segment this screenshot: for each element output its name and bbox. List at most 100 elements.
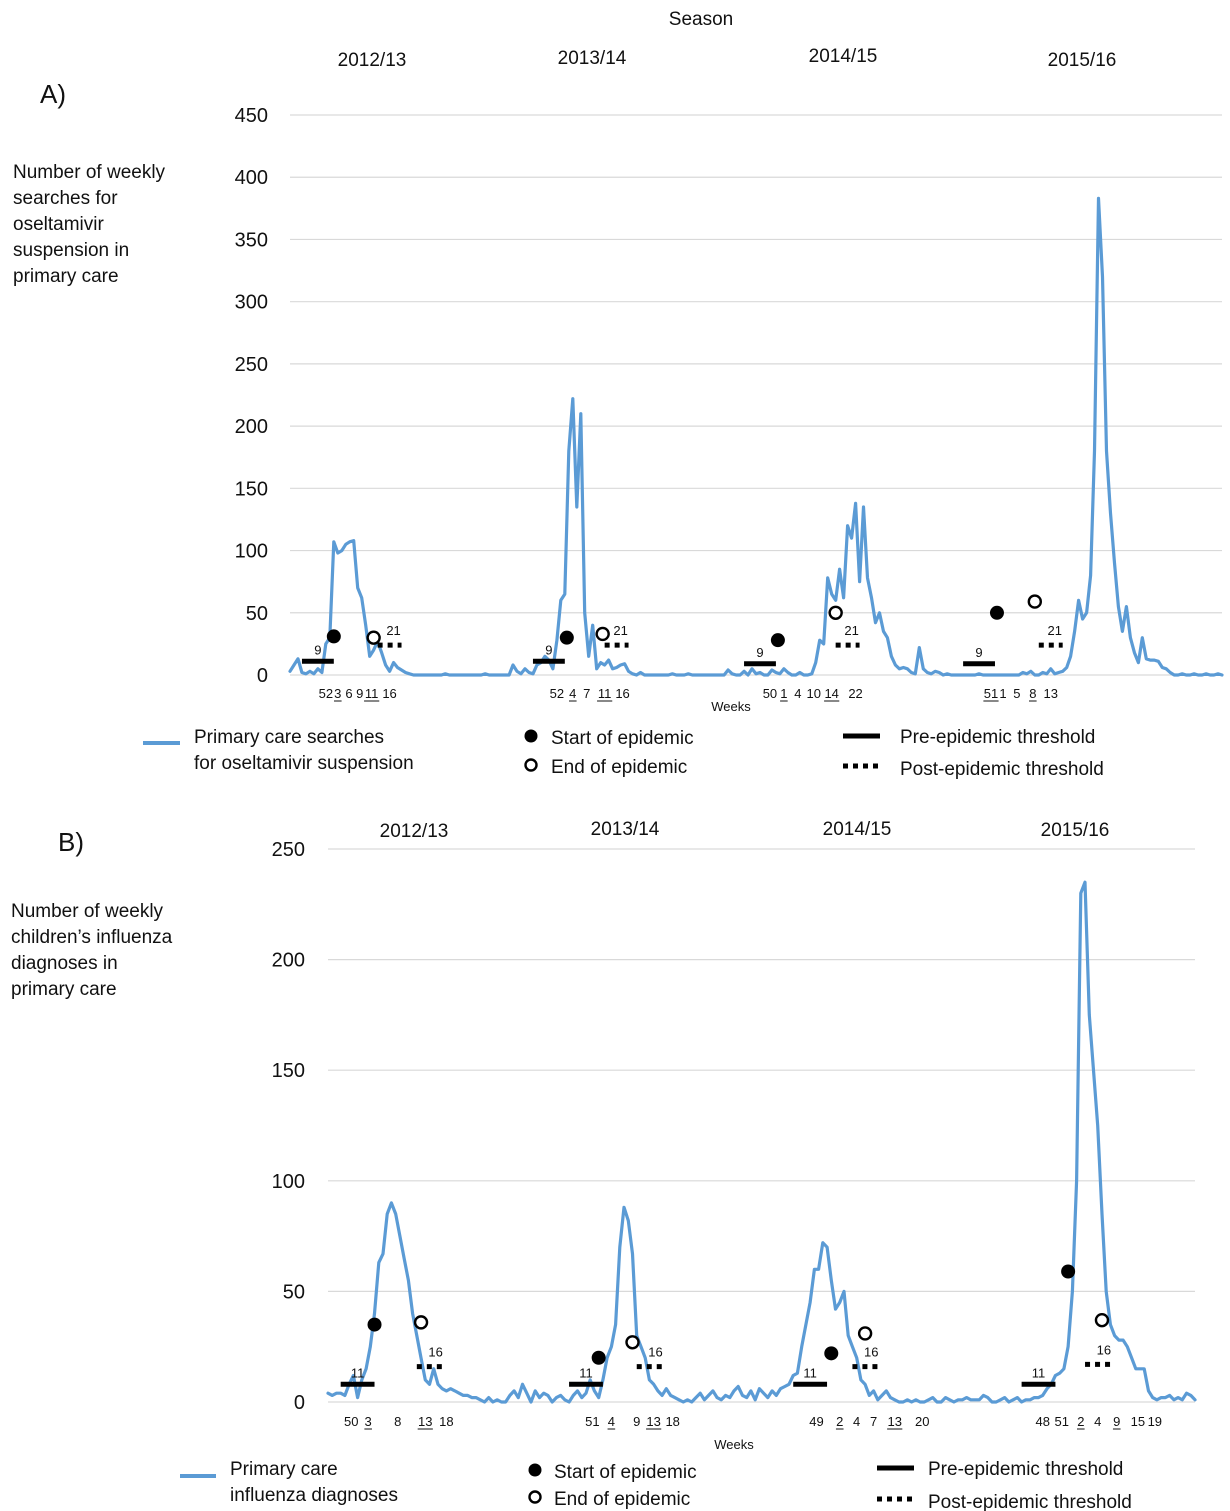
- week-label: 9: [356, 686, 363, 701]
- legend-end-label: End of epidemic: [554, 1489, 690, 1510]
- week-label: 51: [984, 686, 998, 701]
- week-label: 52: [550, 686, 564, 701]
- week-label: 13: [646, 1414, 660, 1429]
- week-label: 1: [780, 686, 787, 701]
- y-axis-label: searches for: [13, 188, 118, 209]
- season-label: 2012/13: [338, 50, 407, 71]
- week-label: 3: [334, 686, 341, 701]
- week-label: 6: [345, 686, 352, 701]
- threshold-label: 21: [386, 623, 400, 638]
- week-label: 15: [1131, 1414, 1145, 1429]
- y-axis-label: oseltamivir: [13, 214, 104, 235]
- week-label: 50: [763, 686, 777, 701]
- series-line: [288, 196, 1224, 677]
- start-of-epidemic-marker: [989, 605, 1004, 620]
- week-label: 22: [848, 686, 862, 701]
- threshold-label: 11: [579, 1365, 593, 1380]
- y-tick-label: 100: [235, 541, 268, 563]
- week-label: 51: [585, 1414, 599, 1429]
- legend-start-marker: [524, 729, 538, 743]
- week-label: 11: [598, 686, 612, 701]
- week-label: 52: [319, 686, 333, 701]
- week-label: 14: [824, 686, 838, 701]
- week-label: 4: [608, 1414, 615, 1429]
- y-tick-label: 50: [283, 1281, 305, 1303]
- threshold-label: 11: [1032, 1365, 1046, 1380]
- week-label: 9: [633, 1414, 640, 1429]
- season-label: 2013/14: [591, 819, 660, 840]
- panel-label: A): [40, 79, 66, 109]
- threshold-label: 21: [613, 623, 627, 638]
- y-tick-label: 150: [272, 1060, 305, 1082]
- week-label: 51: [1055, 1414, 1069, 1429]
- y-tick-label: 450: [235, 105, 268, 127]
- season-label: 2014/15: [823, 819, 892, 840]
- week-label: 9: [1113, 1414, 1120, 1429]
- start-of-epidemic-marker: [1061, 1264, 1076, 1279]
- threshold-label: 9: [975, 645, 982, 660]
- season-label: 2014/15: [809, 46, 878, 67]
- legend-end-marker: [528, 1490, 542, 1504]
- start-of-epidemic-marker: [770, 633, 785, 648]
- week-label: 48: [1036, 1414, 1050, 1429]
- legend-post-label: Post-epidemic threshold: [900, 759, 1104, 780]
- threshold-label: 16: [864, 1345, 878, 1360]
- legend-start-label: Start of epidemic: [551, 728, 694, 749]
- week-label: 5: [1013, 686, 1020, 701]
- legend-pre-label: Pre-epidemic threshold: [928, 1459, 1123, 1480]
- legend-line-label: Primary care: [230, 1459, 338, 1480]
- week-label: 2: [836, 1414, 843, 1429]
- threshold-label: 11: [803, 1365, 817, 1380]
- week-label: 18: [439, 1414, 453, 1429]
- y-axis-label: diagnoses in: [11, 953, 118, 974]
- end-of-epidemic-marker: [857, 1326, 873, 1341]
- panel-a-chart: A) Number of weekly searches for oseltamivi…: [13, 46, 1224, 780]
- y-tick-label: 400: [235, 167, 268, 189]
- legend-end-label: End of epidemic: [551, 757, 687, 778]
- week-label: 8: [1029, 686, 1036, 701]
- week-label: 7: [870, 1414, 877, 1429]
- end-of-epidemic-marker: [595, 626, 610, 642]
- legend-post-label: Post-epidemic threshold: [928, 1492, 1132, 1511]
- week-label: 13: [887, 1414, 901, 1429]
- threshold-label: 21: [844, 623, 858, 638]
- y-axis-label: primary care: [13, 266, 119, 287]
- threshold-label: 16: [1097, 1342, 1111, 1357]
- y-axis-label: children’s influenza: [11, 927, 173, 948]
- y-tick-label: 200: [235, 416, 268, 438]
- panel-label: B): [58, 827, 84, 857]
- legend-line-label: Primary care searches: [194, 727, 384, 748]
- start-of-epidemic-marker: [824, 1346, 839, 1361]
- week-label: 7: [583, 686, 590, 701]
- threshold-label: 9: [314, 642, 321, 657]
- end-of-epidemic-marker: [625, 1335, 640, 1350]
- week-label: 1: [999, 686, 1006, 701]
- week-label: 8: [394, 1414, 401, 1429]
- start-of-epidemic-marker: [367, 1317, 382, 1332]
- week-label: 18: [665, 1414, 679, 1429]
- threshold-label: 16: [648, 1345, 662, 1360]
- y-tick-label: 0: [294, 1392, 305, 1414]
- y-axis-label: primary care: [11, 979, 117, 1000]
- start-of-epidemic-marker: [559, 630, 574, 645]
- end-of-epidemic-marker: [828, 605, 843, 620]
- week-label: 50: [344, 1414, 358, 1429]
- season-label: 2015/16: [1041, 820, 1110, 841]
- end-of-epidemic-marker: [1027, 594, 1043, 609]
- y-tick-label: 200: [272, 950, 305, 972]
- week-label: 16: [382, 686, 396, 701]
- legend-line-label: influenza diagnoses: [230, 1485, 398, 1506]
- end-of-epidemic-marker: [1094, 1312, 1110, 1328]
- week-label: 16: [615, 686, 629, 701]
- panel-b-chart: B) Number of weekly children’s influenza di…: [11, 819, 1197, 1511]
- threshold-label: 16: [428, 1345, 442, 1360]
- season-label: 2012/13: [380, 821, 449, 842]
- week-label: 13: [1044, 686, 1058, 701]
- season-header: Season: [669, 9, 733, 30]
- threshold-label: 21: [1048, 623, 1062, 638]
- y-tick-label: 300: [235, 292, 268, 314]
- week-label: 10: [807, 686, 821, 701]
- week-label: 3: [365, 1414, 372, 1429]
- week-label: 4: [794, 686, 801, 701]
